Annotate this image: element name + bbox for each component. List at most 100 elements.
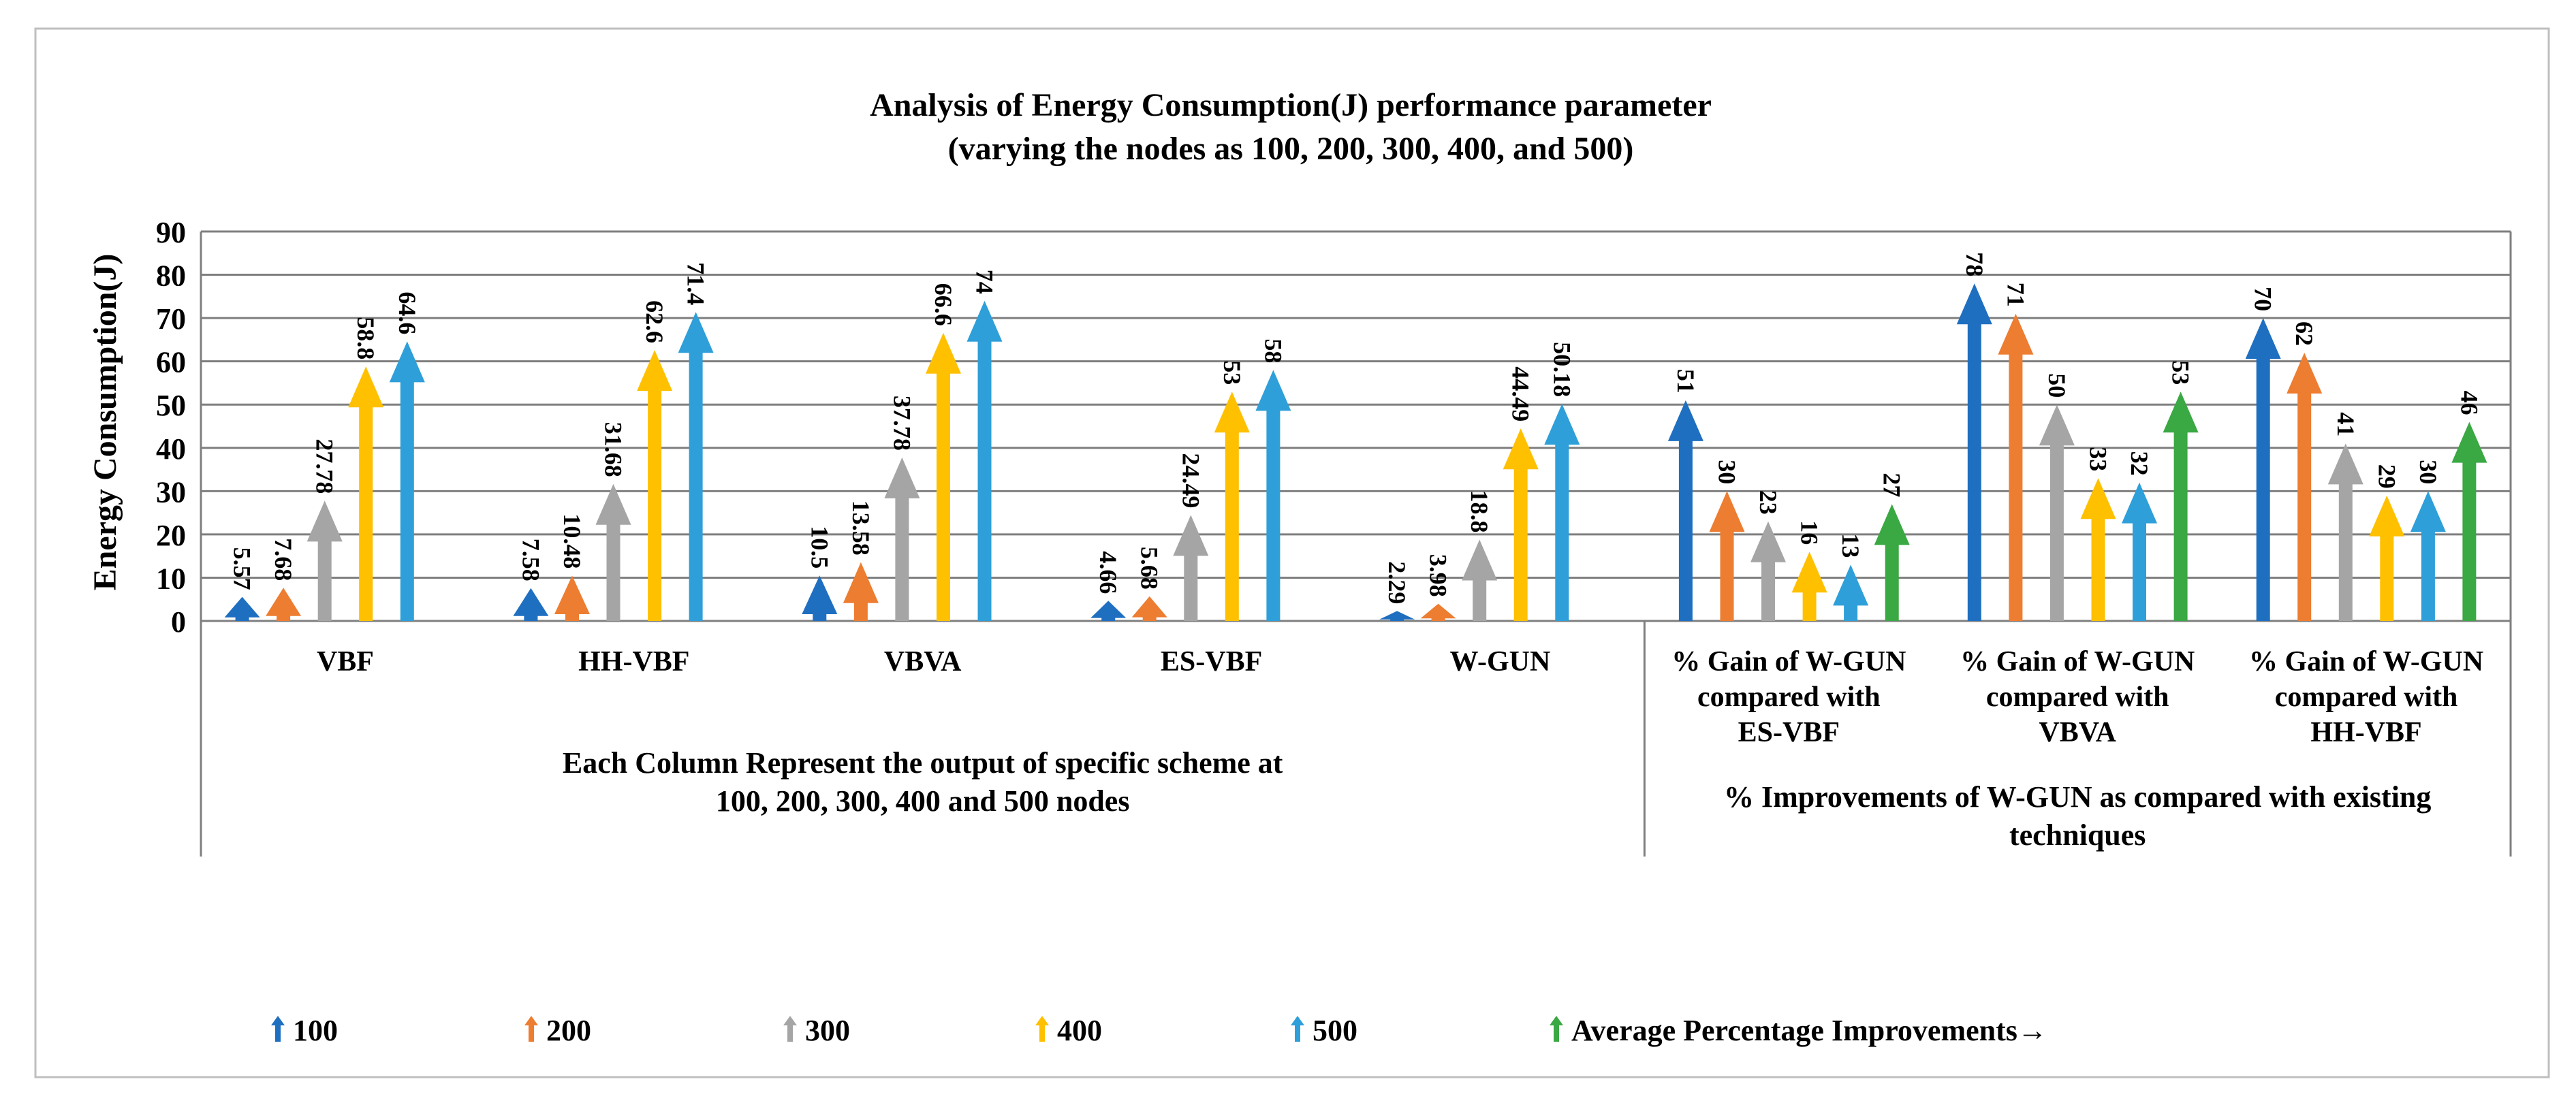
data-label: 46	[2455, 391, 2483, 415]
data-label: 5.68	[1136, 547, 1163, 590]
data-label: 64.6	[394, 291, 421, 334]
bar-300-5	[1750, 521, 1786, 621]
y-tick-label: 60	[156, 346, 186, 379]
category-label: % Gain of W-GUN	[2249, 646, 2483, 677]
bar-400-6	[2080, 478, 2116, 621]
data-label: 37.78	[888, 396, 915, 451]
legend-marker	[1291, 1016, 1304, 1042]
bar-500-7	[2410, 491, 2446, 621]
category-label: compared with	[2275, 682, 2458, 713]
axes: 0 10 20 30 40 50 60 70 80 90	[156, 216, 2512, 857]
data-label: 5.57	[229, 547, 256, 590]
bar-400-1	[637, 350, 673, 621]
bar-400-5	[1791, 552, 1827, 621]
bar-average-percentage-improvements--6	[2163, 391, 2199, 621]
category-label: VBF	[317, 646, 374, 677]
legend-label: 300	[805, 1014, 850, 1047]
bar-100-1	[513, 588, 549, 621]
data-label: 74	[971, 270, 999, 294]
data-label: 13.58	[847, 500, 875, 556]
bar-500-4	[1544, 404, 1580, 621]
data-label: 4.66	[1095, 551, 1122, 594]
category-label: ES-VBF	[1738, 717, 1840, 748]
category-label: VBVA	[884, 646, 962, 677]
data-label: 30	[2415, 460, 2442, 484]
data-label: 23	[1755, 490, 1782, 515]
group-label: % Improvements of W-GUN as compared with…	[1724, 780, 2431, 814]
data-label: 71.4	[682, 262, 710, 305]
legend: 100 200 300 400 500 Average Percentage Improv…	[271, 1014, 2047, 1047]
data-labels: 5.57 7.58 10.5 4.66 2.29 51 78 70 7.68 10.48 13.58…	[229, 252, 2483, 604]
data-label: 33	[2085, 447, 2112, 471]
category-label: HH-VBF	[578, 646, 689, 677]
data-label: 66.6	[930, 283, 957, 326]
data-label: 51	[1672, 369, 1699, 394]
bar-100-4	[1379, 611, 1415, 621]
y-tick-label: 30	[156, 475, 186, 509]
legend-marker	[271, 1016, 285, 1042]
bar-300-7	[2327, 443, 2363, 621]
bar-400-2	[926, 332, 961, 621]
legend-marker	[524, 1016, 538, 1042]
data-label: 53	[2167, 360, 2195, 385]
legend-marker	[1550, 1016, 1563, 1042]
bar-400-7	[2369, 495, 2405, 621]
legend-label: 200	[546, 1014, 591, 1047]
data-label: 10.5	[806, 526, 833, 569]
data-label: 58	[1259, 338, 1287, 363]
data-label: 50.18	[1548, 342, 1575, 397]
category-label: VBVA	[2039, 717, 2116, 748]
y-tick-label: 20	[156, 519, 186, 552]
bar-500-0	[389, 341, 425, 621]
legend-label: 400	[1057, 1014, 1102, 1047]
legend-marker	[1035, 1016, 1049, 1042]
legend-marker	[783, 1016, 797, 1042]
bar-100-6	[1956, 283, 1992, 621]
bar-average-percentage-improvements--5	[1874, 504, 1910, 621]
bar-500-2	[967, 300, 1003, 621]
group-label: Each Column Represent the output of spec…	[563, 746, 1283, 780]
data-label: 32	[2126, 451, 2153, 476]
bar-500-1	[678, 312, 714, 621]
bars	[224, 283, 2487, 621]
bar-average-percentage-improvements--7	[2451, 421, 2487, 621]
bar-200-4	[1420, 603, 1456, 621]
data-label: 62	[2291, 321, 2318, 346]
category-label: compared with	[1697, 682, 1881, 713]
data-label: 70	[2250, 287, 2277, 311]
data-label: 50	[2043, 373, 2071, 398]
bar-200-3	[1131, 596, 1167, 621]
data-label: 62.6	[641, 300, 668, 343]
category-label: ES-VBF	[1161, 646, 1262, 677]
bar-200-7	[2287, 353, 2323, 621]
data-label: 29	[2373, 464, 2400, 489]
bar-200-0	[266, 588, 302, 621]
data-label: 18.8	[1466, 490, 1493, 533]
data-label: 58.8	[352, 317, 379, 359]
group-label: 100, 200, 300, 400 and 500 nodes	[716, 784, 1130, 818]
bar-300-4	[1462, 539, 1498, 621]
bar-300-6	[2039, 404, 2075, 621]
data-label: 2.29	[1383, 561, 1411, 604]
chart-subtitle: (varying the nodes as 100, 200, 300, 400…	[948, 131, 1634, 167]
data-label: 41	[2332, 412, 2359, 436]
bar-300-3	[1173, 515, 1209, 621]
y-axis-label: Energy Consumption(J)	[87, 254, 123, 591]
bar-400-0	[348, 366, 384, 621]
data-label: 27.78	[311, 438, 339, 494]
data-label: 27	[1879, 473, 1906, 497]
data-label: 31.68	[600, 422, 627, 477]
data-label: 71	[2002, 283, 2029, 307]
bar-200-6	[1998, 313, 2034, 621]
category-labels: VBF HH-VBF VBVA ES-VBF W-GUN % Gain of W-GUN c…	[317, 646, 2483, 852]
bar-100-5	[1667, 400, 1703, 621]
chart-frame	[34, 27, 2550, 1078]
bar-500-6	[2122, 482, 2157, 621]
category-label: compared with	[1986, 682, 2169, 713]
bar-100-2	[802, 575, 838, 621]
bar-500-5	[1833, 564, 1869, 621]
bar-100-3	[1090, 601, 1127, 621]
data-label: 3.98	[1425, 554, 1452, 597]
